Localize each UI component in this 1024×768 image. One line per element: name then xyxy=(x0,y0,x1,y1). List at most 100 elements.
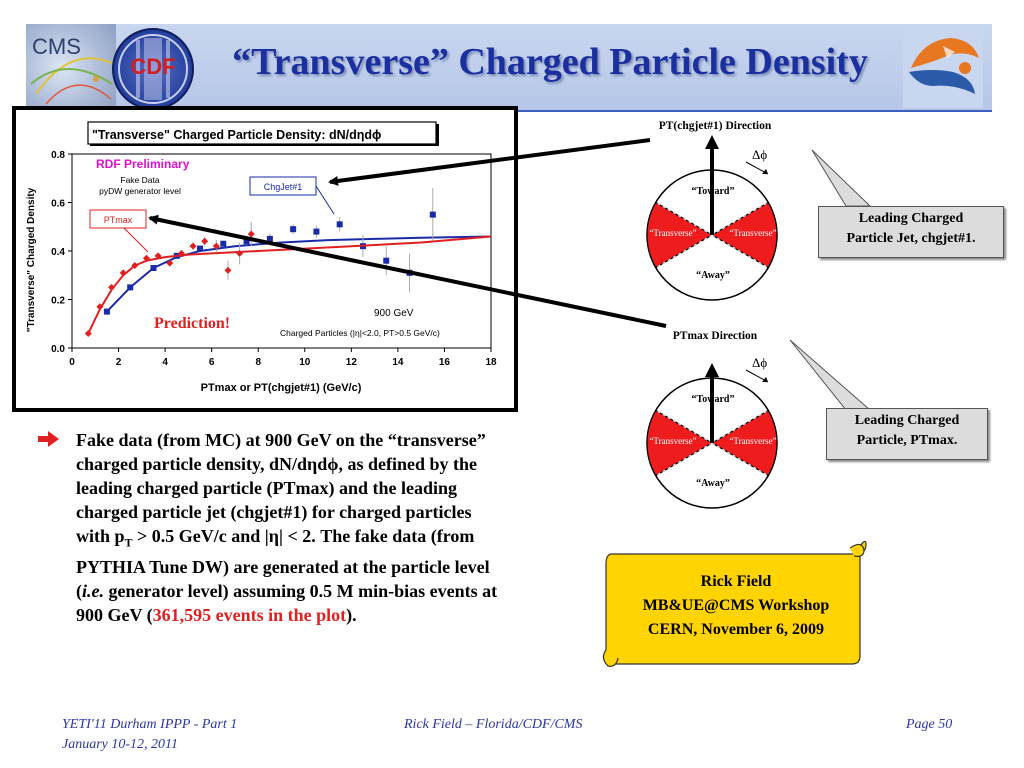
data-point-chgjet xyxy=(150,264,157,271)
cdf-logo: CDF xyxy=(112,28,194,110)
top-toward-label: “Toward” xyxy=(691,186,735,197)
x-tick-label: 2 xyxy=(116,357,122,368)
data-point-chgjet xyxy=(266,235,273,242)
fake-data-label: Fake Data xyxy=(120,175,159,185)
data-point-chgjet xyxy=(197,245,204,252)
bottom-transverse-left-region xyxy=(646,409,714,477)
top-transverse-right-region xyxy=(710,201,778,269)
scroll-line3: CERN, November 6, 2009 xyxy=(647,621,825,638)
x-axis-label: PTmax or PT(chgjet#1) (GeV/c) xyxy=(201,382,362,394)
data-point-ptmax xyxy=(131,262,139,270)
data-point-ptmax xyxy=(119,269,127,277)
bullet-sub: T xyxy=(124,535,133,550)
callout-leading-jet-line1: Leading Charged xyxy=(858,211,964,226)
bottom-region-diagram xyxy=(646,363,778,509)
x-tick-label: 0 xyxy=(69,357,75,368)
bullet-arrow-icon xyxy=(38,431,59,447)
series-curve-diamond xyxy=(87,235,492,334)
bullet-paragraph: Fake data (from MC) at 900 GeV on the “t… xyxy=(76,428,506,627)
data-point-chgjet xyxy=(406,269,413,276)
bullet-highlight: 361,595 events in the plot xyxy=(152,604,347,625)
callout-leading-particle: Leading Charged Particle, PTmax. xyxy=(826,408,988,460)
data-point-chgjet xyxy=(336,221,343,228)
cdf-logo-text: CDF xyxy=(130,54,176,79)
energy-label: 900 GeV xyxy=(374,308,414,319)
series-curve-square xyxy=(106,235,492,313)
data-point-ptmax xyxy=(84,329,92,337)
data-point-ptmax xyxy=(201,237,209,245)
footer-left-line1: YETI'11 Durham IPPP - Part 1 xyxy=(62,717,238,732)
cms-logo-text: CMS xyxy=(32,34,81,59)
top-direction-label: PT(chgjet#1) Direction xyxy=(658,120,772,132)
cms-swirl-icon xyxy=(30,57,115,105)
callout-leading-particle-line1: Leading Charged xyxy=(854,413,960,428)
ptmax-label-box xyxy=(89,209,147,229)
scroll-line1: Rick Field xyxy=(700,573,772,590)
data-point-chgjet xyxy=(383,257,390,264)
callout-leading-jet-line2: Particle Jet, chgjet#1. xyxy=(846,231,976,246)
y-tick-label: 0.0 xyxy=(51,344,65,355)
top-dphi-label: Δϕ xyxy=(752,147,768,162)
bottom-transverse-right-region xyxy=(710,409,778,477)
bullet-part3: generator level) assuming 0.5 M min-bias… xyxy=(76,580,498,625)
bottom-transverse-left-label: “Transverse” xyxy=(649,436,697,446)
footer-page: Page 50 xyxy=(906,717,953,732)
bottom-direction-label: PTmax Direction xyxy=(672,330,758,342)
data-point-chgjet xyxy=(243,238,250,245)
ptmax-label: PTmax xyxy=(104,215,133,225)
data-point-ptmax xyxy=(247,230,255,238)
y-tick-label: 0.4 xyxy=(51,247,65,258)
data-point-chgjet xyxy=(313,228,320,235)
data-point-chgjet xyxy=(429,211,436,218)
data-point-ptmax xyxy=(108,283,116,291)
slide-title: “Transverse” Charged Particle Density xyxy=(232,41,868,83)
callout-leading-particle-line2: Particle, PTmax. xyxy=(856,433,958,448)
y-tick-label: 0.2 xyxy=(51,296,65,307)
x-tick-label: 14 xyxy=(392,357,404,368)
scroll-banner xyxy=(602,540,867,667)
bullet-italic: i.e. xyxy=(82,580,104,601)
bottom-away-label: “Away” xyxy=(696,478,730,489)
x-tick-label: 8 xyxy=(255,357,261,368)
data-point-chgjet xyxy=(290,226,297,233)
y-axis: 0.0 0.2 0.4 0.6 0.8 xyxy=(51,150,72,355)
data-point-chgjet xyxy=(103,308,110,315)
footer-center: Rick Field – Florida/CDF/CMS xyxy=(404,717,583,732)
data-point-ptmax xyxy=(189,242,197,250)
scroll-text: Rick Field MB&UE@CMS Workshop CERN, Nove… xyxy=(606,570,866,642)
bullet-part1: Fake data (from MC) at 900 GeV on the “t… xyxy=(76,430,486,546)
x-axis: 0 2 4 6 8 10 12 14 16 18 xyxy=(69,348,497,368)
callout-leading-jet: Leading Charged Particle Jet, chgjet#1. xyxy=(818,206,1004,258)
top-transverse-left-label: “Transverse” xyxy=(649,228,697,238)
top-transverse-left-region xyxy=(646,201,714,269)
y-tick-label: 0.6 xyxy=(51,199,65,210)
bottom-transverse-right-label: “Transverse” xyxy=(729,436,777,446)
preliminary-label: RDF Preliminary xyxy=(96,157,190,171)
x-tick-label: 18 xyxy=(485,357,497,368)
uf-gator-logo-icon xyxy=(903,28,983,108)
top-away-label: “Away” xyxy=(696,270,730,281)
x-tick-label: 12 xyxy=(346,357,358,368)
footer-left-line2: January 10-12, 2011 xyxy=(62,737,178,752)
cuts-label: Charged Particles (|η|<2.0, PT>0.5 GeV/c… xyxy=(280,328,440,338)
scroll-line2: MB&UE@CMS Workshop xyxy=(642,597,830,614)
data-point-ptmax xyxy=(224,266,232,274)
cdf-emblem-icon xyxy=(118,34,188,104)
bottom-dphi-label: Δϕ xyxy=(752,355,768,370)
x-tick-label: 6 xyxy=(209,357,215,368)
y-axis-label: "Transverse" Charged Density xyxy=(26,187,37,332)
chart-title: "Transverse" Charged Particle Density: d… xyxy=(92,128,381,142)
y-tick-label: 0.8 xyxy=(51,150,65,161)
data-point-ptmax xyxy=(96,303,104,311)
bottom-dphi-arrow-icon xyxy=(745,369,769,383)
bottom-toward-label: “Toward” xyxy=(691,394,735,405)
top-dphi-arrow-icon xyxy=(745,161,769,175)
x-tick-label: 16 xyxy=(439,357,451,368)
top-transverse-right-label: “Transverse” xyxy=(729,228,777,238)
chart: "Transverse" Charged Particle Density: d… xyxy=(26,121,497,394)
bullet-part4: ). xyxy=(346,604,357,625)
bullet-part2: > 0.5 GeV/c and |η| < 2. The fake data (… xyxy=(76,526,490,601)
data-point-chgjet xyxy=(127,284,134,291)
prediction-label: Prediction! xyxy=(154,315,230,332)
chgjet-label: ChgJet#1 xyxy=(264,182,303,192)
